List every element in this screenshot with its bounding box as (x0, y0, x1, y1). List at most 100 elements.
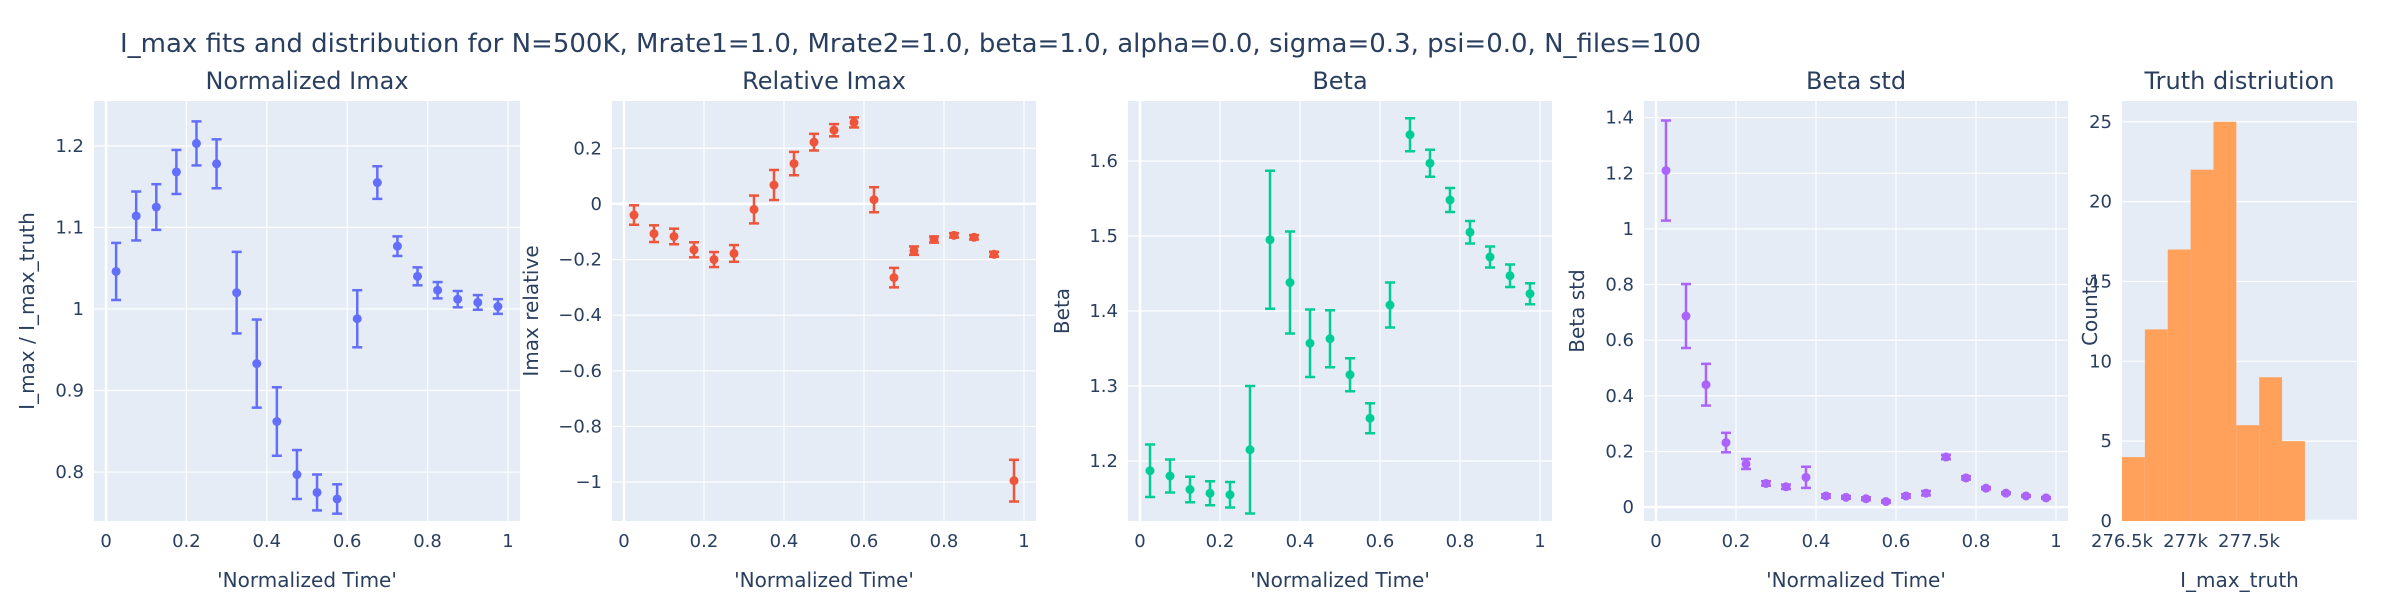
y-tick-label: −0.6 (558, 361, 602, 382)
y-tick-label: 0.4 (1605, 386, 1634, 407)
y-tick-label: 1.2 (55, 136, 84, 157)
histogram-bar (2190, 169, 2214, 522)
data-point (769, 180, 779, 190)
data-point (1385, 300, 1395, 310)
data-point (1761, 478, 1771, 488)
data-point (392, 241, 402, 251)
data-point (1701, 380, 1711, 390)
y-tick-label: 1.6 (1089, 151, 1118, 172)
data-point (1445, 195, 1455, 205)
data-point (669, 231, 679, 241)
data-point (2001, 488, 2011, 498)
histogram-bar (2122, 457, 2145, 521)
y-axis-label: Beta (1050, 288, 1074, 334)
data-point (829, 125, 839, 135)
subplot-title: Beta (1312, 67, 1367, 95)
data-point (1781, 482, 1791, 492)
data-point (889, 273, 899, 283)
data-point (191, 138, 201, 148)
x-tick-label: 0 (100, 531, 111, 552)
data-point (2041, 493, 2051, 503)
data-point (1365, 413, 1375, 423)
y-tick-label: 1 (73, 299, 84, 320)
data-point (292, 470, 302, 480)
data-point (1525, 289, 1535, 299)
data-point (312, 487, 322, 497)
y-tick-label: 20 (2089, 192, 2112, 213)
data-point (1921, 488, 1931, 498)
data-point (1345, 370, 1355, 380)
y-tick-label: 0.8 (55, 462, 84, 483)
y-tick-label: 0.9 (55, 381, 84, 402)
data-point (1961, 473, 1971, 483)
data-point (1721, 438, 1731, 448)
x-tick-label: 0.2 (172, 531, 201, 552)
subplot-1: 0.8 0.9 1 1.1 1.2 0 0.2 0.4 0.6 0.8 1 Normalized Im… (15, 67, 520, 592)
x-tick-label: 0.4 (770, 531, 799, 552)
data-point (689, 245, 699, 255)
data-point (111, 266, 121, 276)
x-axis-label: I_max_truth (2180, 568, 2299, 592)
data-point (1881, 497, 1891, 507)
x-tick-label: 0.8 (930, 531, 959, 552)
x-axis-label: 'Normalized Time' (734, 568, 914, 592)
x-tick-label: 1 (502, 531, 513, 552)
data-point (1305, 338, 1315, 348)
data-point (1505, 271, 1515, 281)
data-point (1285, 278, 1295, 287)
data-point (789, 159, 799, 169)
data-point (949, 230, 959, 240)
subplot-title: Truth distriution (2144, 67, 2335, 95)
x-tick-label: 0.8 (1446, 531, 1475, 552)
data-point (749, 204, 759, 214)
y-tick-label: 0.8 (1605, 275, 1634, 296)
data-point (1205, 488, 1215, 498)
y-tick-label: 1.3 (1089, 376, 1118, 397)
subplot-4: 0 0.2 0.4 0.6 0.8 1 1.2 1.4 0 0.2 0.4 0.6 0.8 1 Beta s… (1565, 67, 2068, 592)
data-point (929, 235, 939, 245)
data-point (1009, 476, 1019, 486)
data-point (729, 248, 739, 258)
histogram-bar (2213, 121, 2237, 521)
x-tick-label: 0.8 (413, 531, 442, 552)
x-tick-label: 0 (618, 531, 629, 552)
plot-area (94, 101, 520, 521)
y-tick-label: 0.2 (1605, 441, 1634, 462)
y-tick-label: −0.8 (558, 416, 602, 437)
y-axis-label: Imax relative (519, 245, 543, 376)
x-tick-label: 0.4 (1286, 531, 1315, 552)
y-tick-label: 1.1 (55, 217, 84, 238)
x-tick-label: 0.6 (850, 531, 879, 552)
subplot-title: Relative Imax (742, 67, 906, 95)
data-point (1425, 158, 1435, 168)
x-axis-label: 'Normalized Time' (1250, 568, 1430, 592)
histogram-bar (2259, 377, 2283, 521)
data-point (493, 302, 503, 312)
data-point (1225, 490, 1235, 500)
subplot-2: −1 −0.8 −0.6 −0.4 −0.2 0 0.2 0 0.2 0.4 0.6 0.8 1 Rela… (519, 67, 1036, 592)
data-point (1841, 492, 1851, 502)
y-tick-label: −0.2 (558, 250, 602, 271)
data-point (232, 288, 242, 298)
plot-area (1644, 101, 2068, 521)
data-point (1901, 491, 1911, 501)
y-tick-label: 1 (1623, 219, 1634, 240)
data-point (1661, 166, 1671, 176)
figure-title: I_max fits and distribution for N=500K, … (120, 29, 1701, 59)
x-tick-label: 0.2 (1722, 531, 1751, 552)
y-tick-label: 1.2 (1089, 451, 1118, 472)
subplot-title: Normalized Imax (205, 67, 408, 95)
x-tick-label: 277k (2163, 531, 2208, 552)
x-tick-label: 1 (1534, 531, 1545, 552)
data-point (473, 297, 483, 307)
data-point (1405, 130, 1415, 140)
y-tick-label: 0 (2101, 511, 2112, 532)
x-axis-label: 'Normalized Time' (217, 568, 397, 592)
data-point (1981, 483, 1991, 493)
data-point (1681, 311, 1691, 321)
x-axis-label: 'Normalized Time' (1766, 568, 1946, 592)
data-point (849, 117, 859, 127)
data-point (909, 246, 919, 256)
x-tick-label: 0.8 (1962, 531, 1991, 552)
